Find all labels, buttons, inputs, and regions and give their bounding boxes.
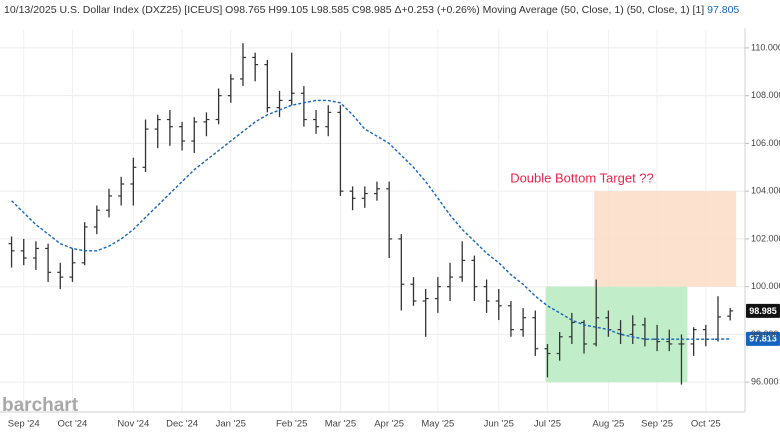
ma-price-tag-box <box>746 331 780 346</box>
bars <box>8 43 734 385</box>
y-tick-label: 100.000 <box>751 281 780 291</box>
x-tick-label: Jun '25 <box>484 419 514 430</box>
target-zone <box>594 191 737 287</box>
last-price-tag-box <box>746 303 780 318</box>
x-tick-label: Dec '24 <box>166 419 198 430</box>
y-tick-label: 98.000 <box>751 329 779 339</box>
watermark: barchart <box>2 395 79 416</box>
y-tick-label: 108.000 <box>751 90 780 100</box>
moving-average <box>11 99 731 340</box>
x-tick-label: Sep '24 <box>8 419 40 430</box>
annotation: Double Bottom Target ?? <box>510 171 654 186</box>
x-tick-label: May '25 <box>421 419 454 430</box>
x-tick-label: Jul '25 <box>534 419 561 430</box>
x-tick-label: Mar '25 <box>325 419 356 430</box>
x-tick-label: Oct '25 <box>691 419 721 430</box>
y-tick-label: 96.000 <box>751 377 779 387</box>
y-tick-label: 102.000 <box>751 233 780 243</box>
zones <box>545 191 737 383</box>
ma-price-tag: 97.813 <box>749 334 777 344</box>
x-tick-label: Aug '25 <box>592 419 624 430</box>
x-tick-label: Feb '25 <box>276 419 307 430</box>
chart-header: 10/13/2025 U.S. Dollar Index (DXZ25) [IC… <box>4 4 739 16</box>
x-tick-label: Apr '25 <box>374 419 404 430</box>
chart-title: 10/13/2025 U.S. Dollar Index (DXZ25) [IC… <box>4 4 704 16</box>
x-tick-label: Jan '25 <box>216 419 246 430</box>
y-tick-label: 104.000 <box>751 186 780 196</box>
last-price-tag: 98.985 <box>749 306 777 316</box>
x-tick-label: Nov '24 <box>117 419 149 430</box>
y-tick-label: 110.000 <box>751 42 780 52</box>
overlay: 98.985 97.813 <box>11 99 780 346</box>
ma-value: 97.805 <box>707 4 739 16</box>
x-tick-label: Oct '24 <box>58 419 88 430</box>
target-zone <box>545 286 688 383</box>
x-tick-label: Sep '25 <box>641 419 673 430</box>
y-tick-label: 106.000 <box>751 138 780 148</box>
